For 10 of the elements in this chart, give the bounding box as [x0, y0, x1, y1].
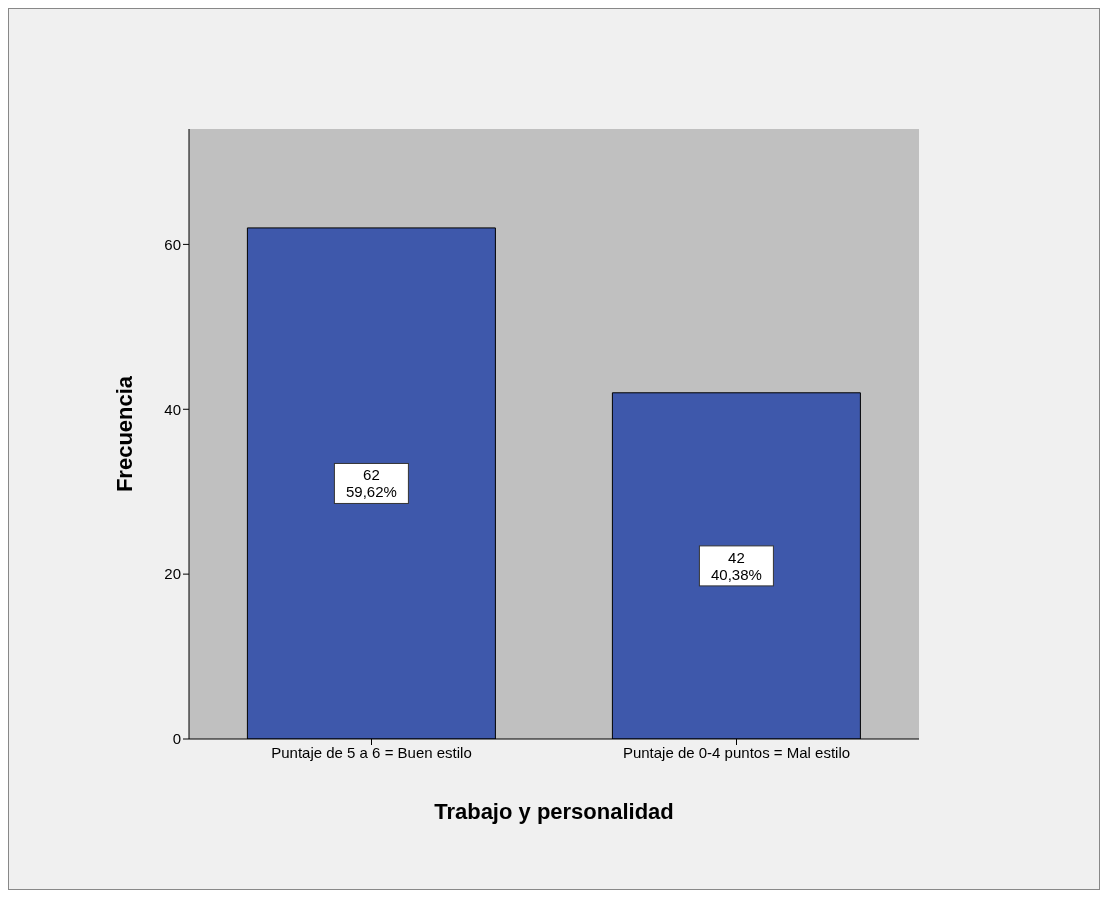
y-tick-label: 60	[164, 235, 181, 253]
x-tick-label: Puntaje de 0-4 puntos = Mal estilo	[622, 743, 851, 761]
y-tick-label: 40	[164, 400, 181, 418]
x-tick-label: Puntaje de 5 a 6 = Buen estilo	[271, 743, 472, 761]
data-label: 42 40,38%	[710, 548, 762, 583]
y-axis-title: Frecuencia	[111, 375, 137, 493]
y-tick-label: 0	[172, 730, 181, 748]
x-axis-title: Trabajo y personalidad	[434, 799, 674, 824]
data-label: 62 59,62%	[345, 466, 397, 501]
y-tick-label: 20	[164, 565, 181, 583]
